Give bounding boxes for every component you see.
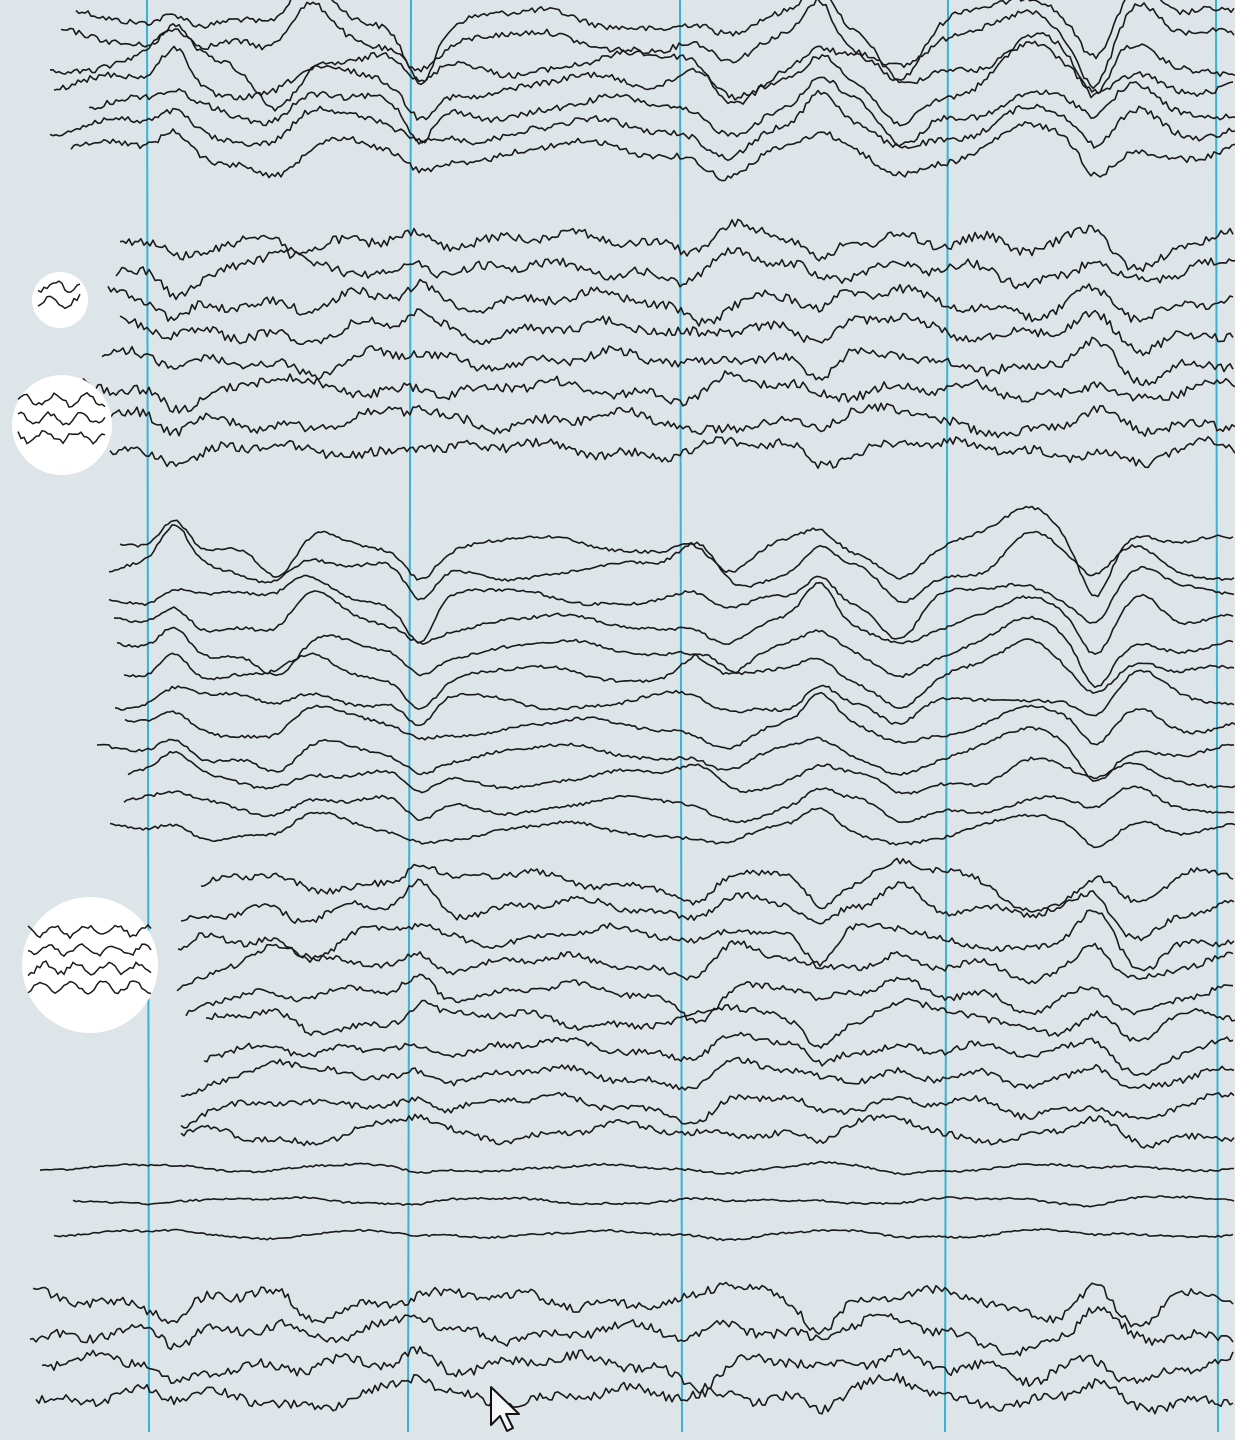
eeg-channel-trace [205, 997, 1235, 1049]
eeg-traces [29, 0, 1235, 1415]
epoch-marker-line [679, 0, 683, 1433]
mouse-pointer-icon [490, 1386, 520, 1432]
eeg-channel-trace [39, 1160, 1234, 1176]
eeg-channel-trace [124, 691, 1235, 750]
eeg-channel-trace [108, 565, 1235, 644]
mini-preview-window [12, 375, 112, 475]
eeg-channel-trace [200, 857, 1234, 913]
mini-trace [27, 980, 152, 995]
eeg-channel-trace [113, 582, 1234, 655]
eeg-channel-trace [88, 76, 1235, 147]
eeg-channel-trace [82, 370, 1235, 414]
epoch-marker-line [944, 0, 949, 1433]
eeg-channel-trace [123, 638, 1235, 710]
eeg-channel-trace [96, 726, 1235, 782]
eeg-channel-trace [180, 1113, 1235, 1149]
eeg-channel-trace [53, 40, 1234, 127]
eeg-channel-trace [180, 1091, 1235, 1129]
eeg-channel-trace [123, 785, 1235, 824]
epoch-marker-line [146, 0, 150, 1433]
eeg-channel-trace [32, 1281, 1234, 1335]
eeg-channel-trace [119, 505, 1234, 598]
mini-trace [17, 410, 106, 426]
mini-trace [37, 280, 81, 294]
eeg-channel-trace [119, 218, 1234, 272]
mini-trace [27, 923, 152, 940]
eeg-channel-trace [101, 336, 1234, 387]
mini-trace [37, 293, 81, 310]
eeg-channel-trace [88, 402, 1235, 439]
eeg-channel-trace [203, 1031, 1234, 1076]
eeg-channel-trace [35, 1372, 1234, 1415]
eeg-channel-trace [119, 308, 1234, 357]
eeg-channel-trace [108, 524, 1235, 604]
mini-trace [27, 960, 152, 977]
eeg-channel-trace [185, 973, 1234, 1024]
eeg-channel-trace [180, 878, 1235, 942]
eeg-channel-trace [109, 436, 1235, 469]
eeg-channel-trace [49, 89, 1235, 162]
mini-trace [17, 429, 106, 445]
epoch-marker-line [407, 0, 412, 1433]
eeg-channel-trace [177, 909, 1235, 972]
mini-trace [27, 943, 152, 958]
eeg-channel-trace [72, 1195, 1235, 1208]
eeg-channel-trace [41, 1345, 1234, 1394]
eeg-channel-trace [60, 0, 1235, 90]
eeg-channel-trace [176, 940, 1234, 992]
eeg-channel-trace [75, 0, 1235, 86]
mini-trace [17, 391, 106, 408]
eeg-channel-trace [115, 247, 1235, 301]
eeg-channel-trace [127, 750, 1235, 795]
eeg-channel-trace [114, 669, 1235, 727]
mini-preview-window [32, 272, 88, 328]
eeg-channel-trace [53, 1228, 1234, 1242]
eeg-channel-trace [116, 615, 1234, 689]
eeg-channel-trace [180, 1056, 1235, 1097]
mini-preview-windows [12, 272, 158, 1033]
eeg-channel-trace [70, 121, 1235, 182]
eeg-channel-trace [49, 23, 1235, 112]
mini-preview-window [22, 897, 158, 1033]
eeg-channel-trace [29, 1306, 1234, 1357]
eeg-channel-trace [109, 807, 1235, 849]
eeg-channel-trace [107, 278, 1234, 327]
